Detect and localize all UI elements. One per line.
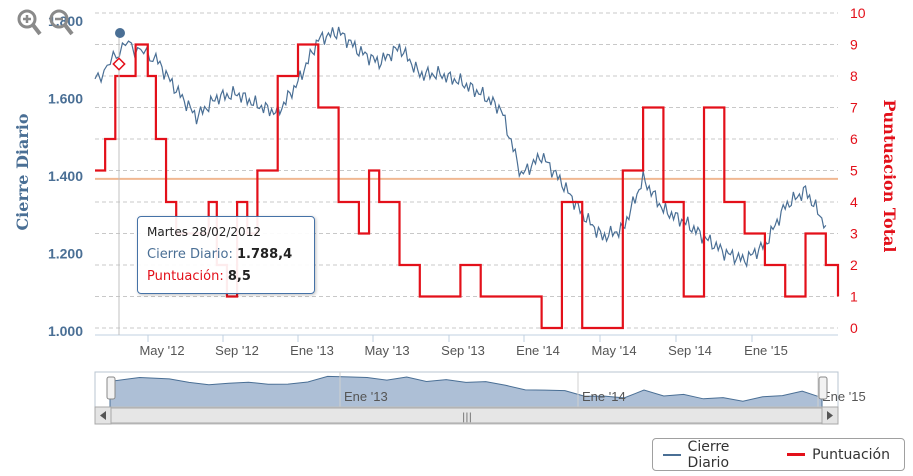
hover-point-puntuacion xyxy=(112,57,126,71)
zoom-out-icon[interactable] xyxy=(48,8,74,38)
left-tick-label: 1.600 xyxy=(48,91,83,107)
right-tick-label: 1 xyxy=(850,289,858,305)
tooltip-value-puntuacion: 8,5 xyxy=(227,269,251,284)
left-axis-title: Cierre Diario xyxy=(13,113,32,230)
x-tick-label: May '14 xyxy=(591,343,636,358)
x-tick-label: Sep '12 xyxy=(215,343,259,358)
right-tick-label: 2 xyxy=(850,257,858,273)
left-tick-label: 1.000 xyxy=(48,323,83,339)
legend-swatch-puntuacion xyxy=(787,453,806,456)
x-tick-label: Ene '14 xyxy=(516,343,560,358)
right-tick-label: 4 xyxy=(850,194,858,210)
navigator-handle-left xyxy=(106,376,116,400)
x-axis-ticks: May '12 Sep '12 Ene '13 May '13 Sep '13 Ene '… xyxy=(139,335,788,358)
right-tick-label: 5 xyxy=(850,163,858,179)
scroll-right-arrow-icon xyxy=(827,411,833,420)
right-tick-label: 3 xyxy=(850,226,858,242)
scrollbar-grip: ||| xyxy=(462,412,472,423)
legend: Cierre Diario Puntuación xyxy=(652,438,905,471)
navigator[interactable]: Ene '13 Ene '14 Ene '15 ||| xyxy=(94,371,866,425)
left-tick-label: 1.400 xyxy=(48,168,83,184)
right-tick-label: 7 xyxy=(850,100,858,116)
navigator-handle-right xyxy=(818,376,828,400)
legend-item-puntuacion[interactable]: Puntuación xyxy=(787,447,890,463)
legend-swatch-cierre xyxy=(663,453,681,456)
tooltip-value-cierre: 1.788,4 xyxy=(237,247,293,262)
series-cierre-diario xyxy=(94,26,827,269)
navigator-label: Ene '13 xyxy=(344,389,388,404)
navigator-label: Ene '15 xyxy=(822,389,866,404)
x-tick-label: Ene '13 xyxy=(290,343,334,358)
right-tick-label: 9 xyxy=(850,37,858,53)
scroll-left-arrow-icon xyxy=(100,411,106,420)
tooltip: Martes 28/02/2012 Cierre Diario: 1.788,4… xyxy=(137,216,315,294)
x-tick-label: May '12 xyxy=(139,343,184,358)
navigator-label: Ene '14 xyxy=(582,389,626,404)
hover-point-cierre xyxy=(115,28,125,38)
legend-label-cierre: Cierre Diario xyxy=(687,438,730,471)
right-tick-label: 0 xyxy=(850,320,858,336)
right-tick-label: 6 xyxy=(850,131,858,147)
tooltip-label-cierre: Cierre Diario: xyxy=(147,247,233,262)
tooltip-label-puntuacion: Puntuación: xyxy=(147,269,224,284)
x-tick-label: Ene '15 xyxy=(744,343,788,358)
legend-item-cierre[interactable]: Cierre Diario xyxy=(663,439,773,471)
x-tick-label: May '13 xyxy=(364,343,409,358)
right-axis-title: Puntuacion Total xyxy=(880,100,899,253)
navigator-area xyxy=(109,375,823,408)
right-axis-ticks: 0 1 2 3 4 5 6 7 8 9 10 xyxy=(850,5,866,336)
tooltip-date: Martes 28/02/2012 xyxy=(147,225,261,239)
right-tick-label: 10 xyxy=(850,5,866,21)
cierre-diario-line xyxy=(94,26,827,269)
legend-label-puntuacion: Puntuación xyxy=(812,446,890,463)
zoom-in-icon[interactable] xyxy=(16,8,42,38)
x-tick-label: Sep '14 xyxy=(668,343,712,358)
right-tick-label: 8 xyxy=(850,68,858,84)
x-tick-label: Sep '13 xyxy=(441,343,485,358)
left-tick-label: 1.200 xyxy=(48,246,83,262)
